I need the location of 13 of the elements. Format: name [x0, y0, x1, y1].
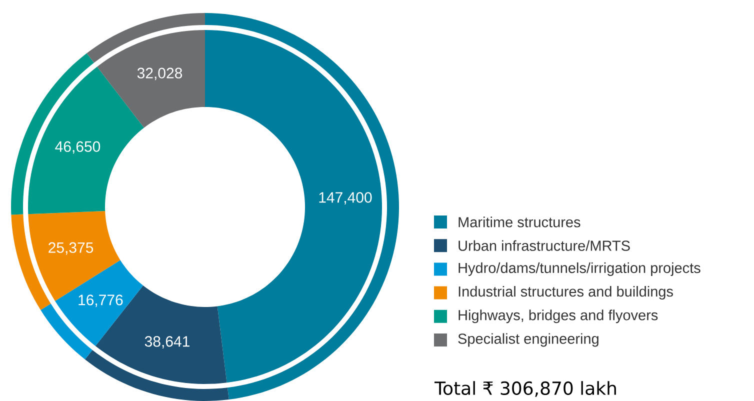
legend-label: Industrial structures and buildings: [458, 286, 673, 300]
data-label: 38,641: [144, 336, 190, 349]
legend-label: Hydro/dams/tunnels/irrigation projects: [458, 262, 700, 276]
data-label: 147,400: [319, 192, 372, 204]
legend-label: Specialist engineering: [458, 333, 598, 347]
legend-label: Highways, bridges and flyovers: [458, 310, 658, 324]
legend-label: Urban infrastructure/MRTS: [458, 240, 630, 251]
legend-label: Maritime structures: [458, 216, 580, 228]
data-label: 16,776: [78, 294, 123, 308]
data-label: 32,028: [137, 68, 182, 80]
data-label: 25,375: [48, 242, 94, 255]
text: Total ₹ 306,870 lakh: [434, 381, 616, 397]
data-label: 46,650: [55, 141, 100, 154]
